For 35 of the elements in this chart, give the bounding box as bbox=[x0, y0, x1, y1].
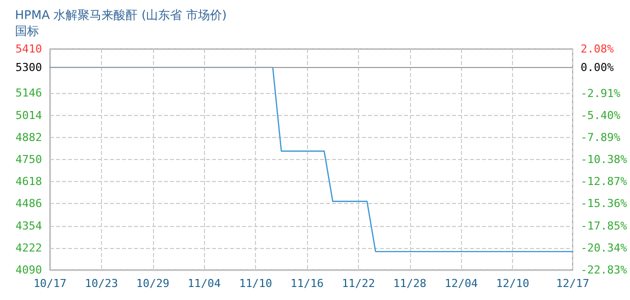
x-tick-label: 12/04 bbox=[444, 277, 478, 290]
y-tick-label: 4354 bbox=[16, 219, 42, 232]
x-tick-label: 10/29 bbox=[136, 277, 170, 290]
x-tick-label: 11/10 bbox=[239, 277, 272, 290]
y-tick-label: 5410 bbox=[16, 42, 42, 56]
y-tick-label: 5300 bbox=[16, 60, 42, 74]
y2-tick-label: -10.38% bbox=[580, 153, 628, 166]
x-tick-label: 11/04 bbox=[188, 277, 222, 290]
y2-tick-label: -5.40% bbox=[580, 108, 621, 122]
y2-tick-label: -12.87% bbox=[580, 175, 628, 188]
y-tick-label: 5014 bbox=[16, 108, 42, 122]
x-tick-label: 10/17 bbox=[33, 277, 67, 290]
x-tick-label: 10/23 bbox=[84, 277, 118, 290]
x-tick-label: 11/22 bbox=[342, 277, 376, 290]
y-tick-label: 4486 bbox=[16, 197, 42, 210]
y2-tick-label: 2.08% bbox=[580, 42, 614, 56]
y2-tick-label: -2.91% bbox=[580, 86, 621, 100]
y-tick-label: 4222 bbox=[16, 241, 42, 254]
y2-tick-label: -15.36% bbox=[580, 197, 628, 210]
y-tick-label: 4090 bbox=[16, 264, 42, 276]
y2-tick-label: 0.00% bbox=[580, 60, 614, 74]
y-tick-label: 5146 bbox=[16, 86, 42, 100]
y-tick-label: 4750 bbox=[16, 153, 42, 166]
y-tick-label: 4882 bbox=[16, 130, 42, 144]
y2-tick-label: -7.89% bbox=[580, 130, 621, 144]
y-tick-label: 4618 bbox=[16, 175, 42, 188]
x-tick-label: 12/17 bbox=[556, 277, 590, 290]
x-tick-label: 11/16 bbox=[290, 277, 324, 290]
x-tick-label: 12/10 bbox=[496, 277, 530, 290]
y2-tick-label: -20.34% bbox=[580, 241, 628, 254]
y2-tick-label: -17.85% bbox=[580, 219, 628, 232]
x-tick-label: 11/28 bbox=[393, 277, 426, 290]
y2-tick-label: -22.83% bbox=[580, 264, 628, 276]
chart-subtitle: 国标 bbox=[15, 24, 39, 38]
chart-title: HPMA 水解聚马来酸酐 (山东省 市场价) bbox=[15, 8, 227, 22]
